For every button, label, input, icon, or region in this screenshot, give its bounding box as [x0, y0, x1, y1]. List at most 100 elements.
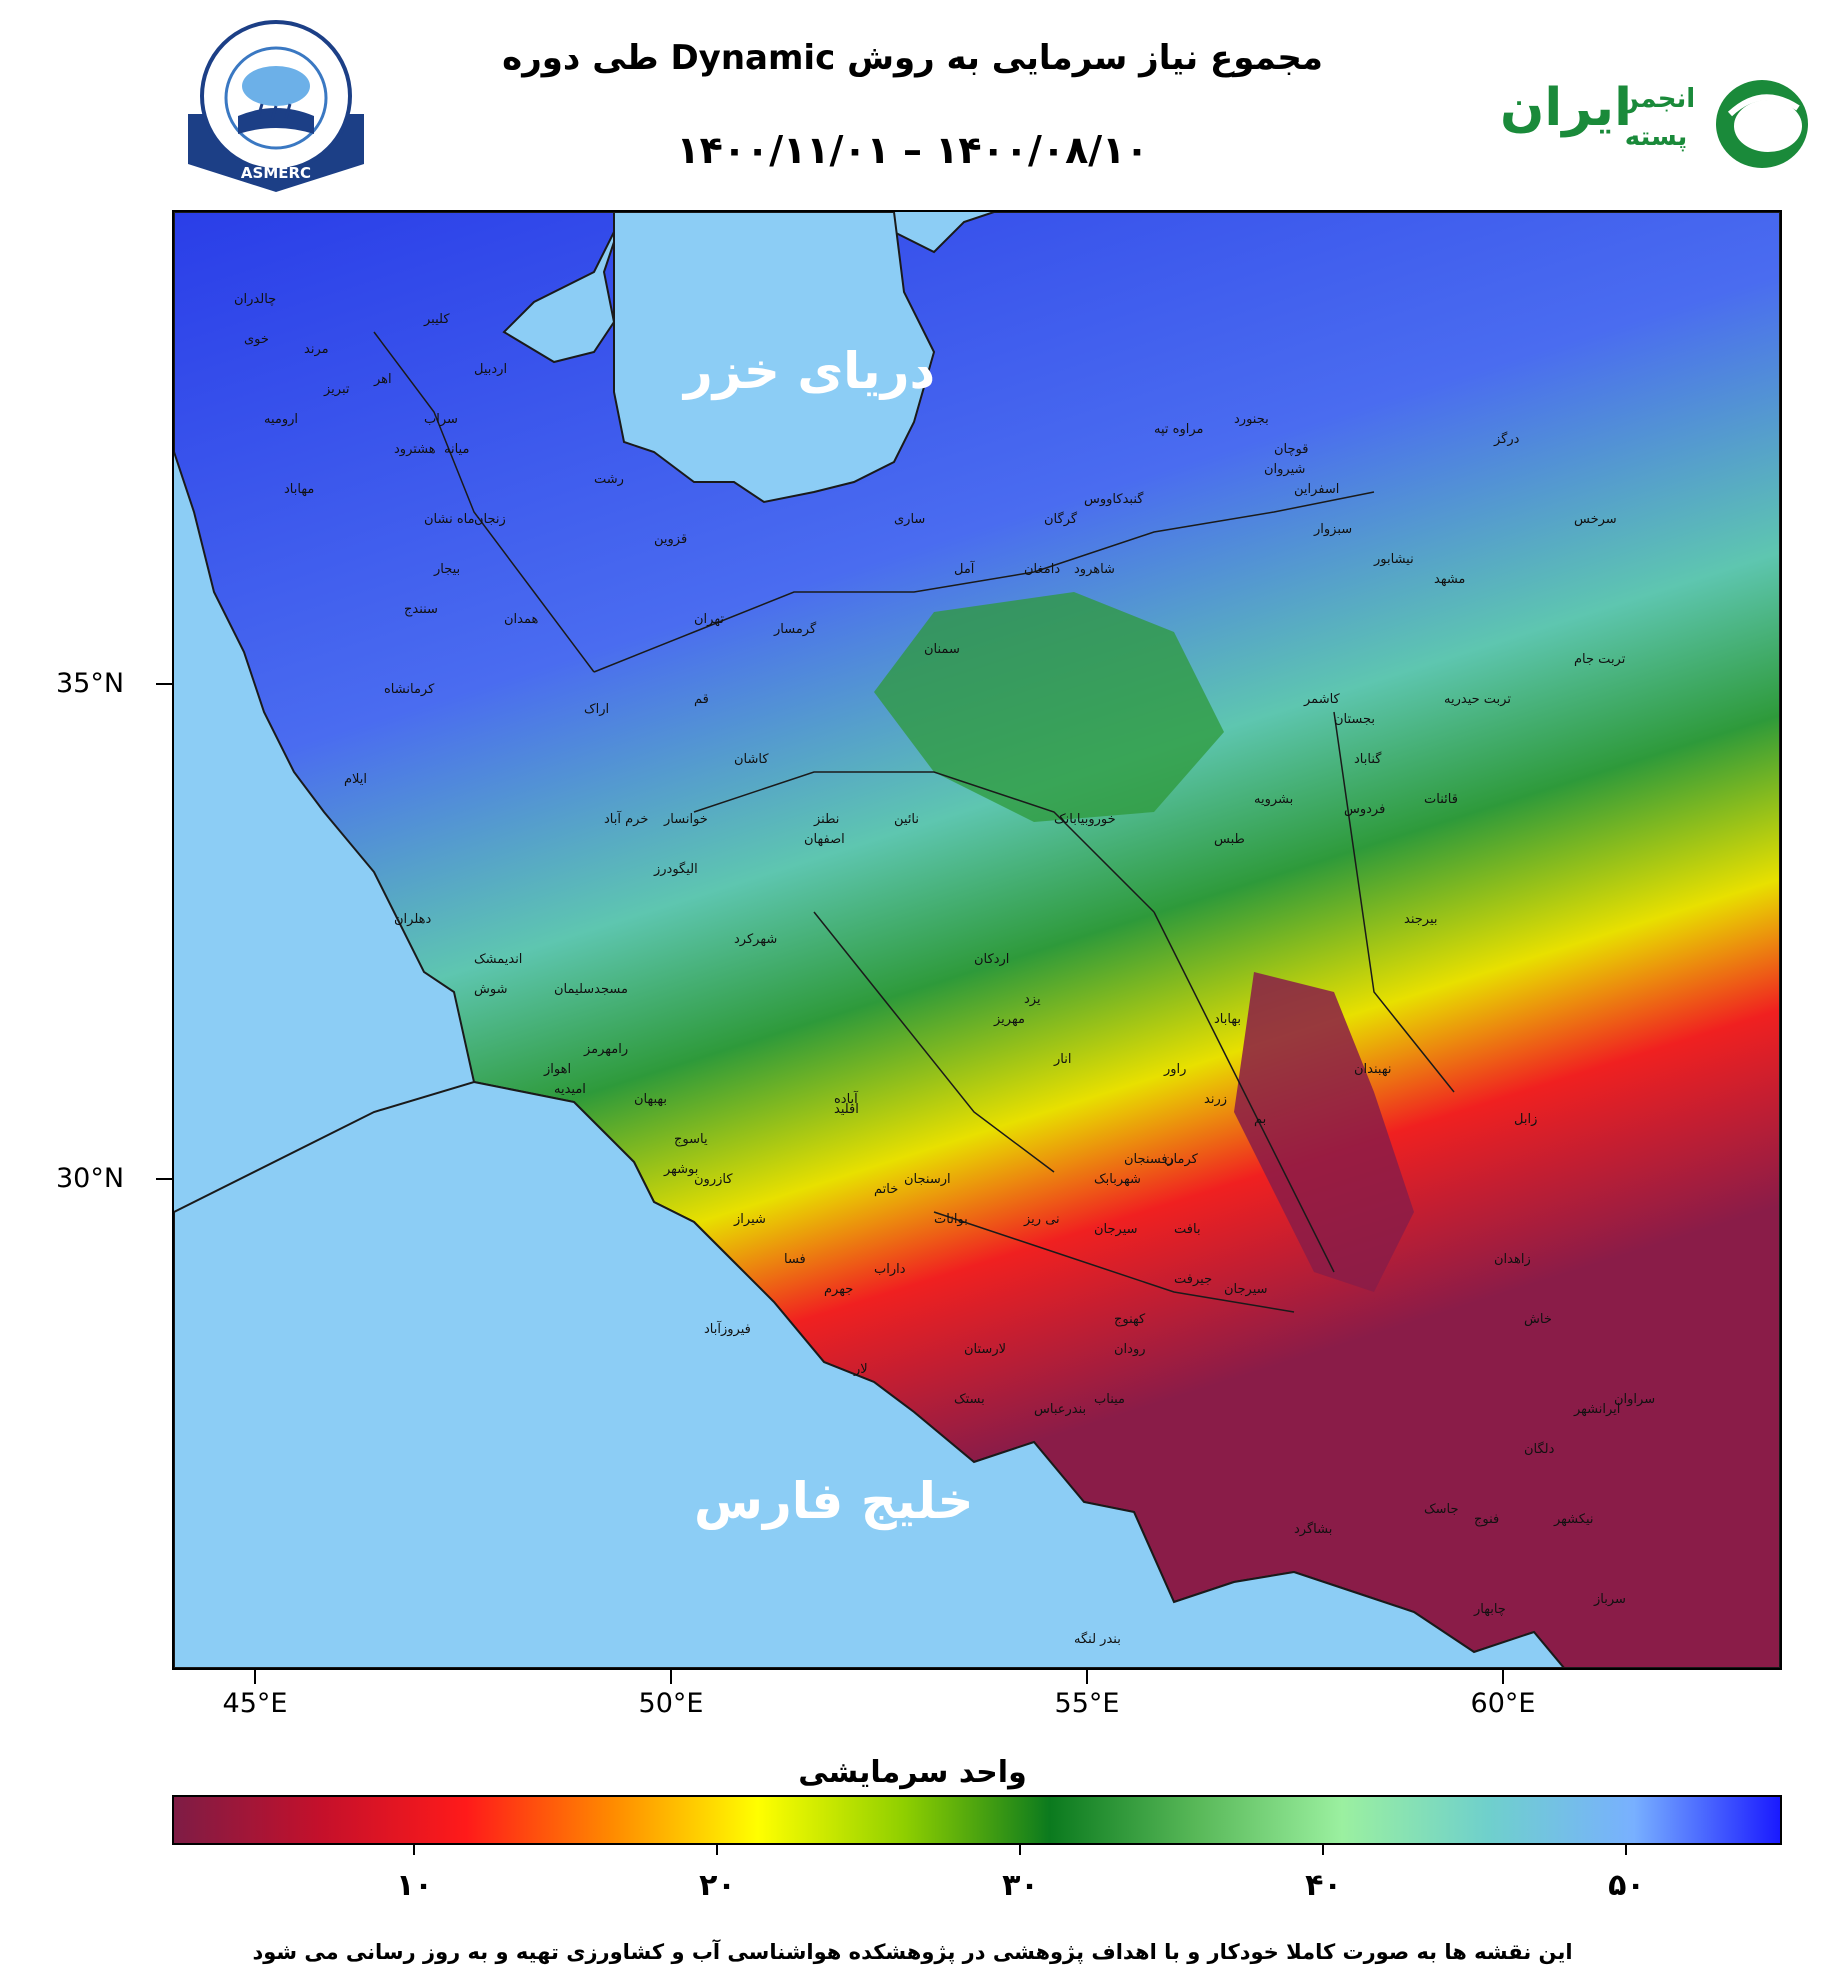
city-label: امیدیه: [554, 1082, 586, 1097]
city-label: اهر: [374, 372, 392, 387]
city-label: خوی: [244, 332, 269, 347]
city-label: شاهرود: [1074, 562, 1115, 577]
city-label: نیکشهر: [1554, 1512, 1594, 1527]
colorbar-tickmark: [716, 1843, 719, 1855]
colorbar-tick-label: ۲۰: [699, 1868, 736, 1903]
city-label: قم: [694, 692, 709, 707]
city-label: اردکان: [974, 952, 1010, 967]
city-label: بم: [1254, 1112, 1267, 1127]
city-label: کاشان: [734, 752, 769, 767]
city-label: مشهد: [1434, 572, 1466, 587]
city-label: زنجان: [474, 512, 506, 527]
pistachio-association-logo: ایران انجمن پسته: [1500, 70, 1820, 180]
city-label: خوانسار: [664, 812, 708, 827]
city-label: تبریز: [324, 382, 350, 397]
city-label: مرند: [304, 342, 329, 357]
city-label: بستک: [954, 1392, 985, 1407]
y-tick-35: 35°N: [56, 668, 125, 699]
city-label: ایلام: [344, 772, 368, 787]
city-label: خوروبیابانک: [1054, 812, 1116, 827]
city-label: بیرجند: [1404, 912, 1438, 927]
city-label: مراوه تپه: [1154, 422, 1204, 437]
caspian-sea: [613, 212, 936, 504]
city-label: قوچان: [1274, 442, 1309, 457]
city-label: گرگان: [1044, 512, 1078, 527]
city-label: لارستان: [964, 1342, 1007, 1357]
x-tick-60: 60°E: [1470, 1688, 1536, 1719]
city-label: رودان: [1114, 1342, 1146, 1357]
city-label: مهریز: [994, 1012, 1025, 1027]
city-label: بهبهان: [634, 1092, 668, 1107]
city-label: نائین: [894, 812, 920, 827]
city-label: کازرون: [694, 1172, 733, 1187]
city-label: بشاگرد: [1294, 1522, 1333, 1537]
colorbar-tick-label: ۴۰: [1305, 1868, 1342, 1903]
city-label: میانه: [444, 442, 470, 457]
city-label: کهنوج: [1114, 1312, 1146, 1327]
city-label: اندیمشک: [474, 952, 523, 967]
city-label: جهرم: [824, 1282, 854, 1297]
city-label: نیشابور: [1374, 552, 1414, 567]
city-label: شیروان: [1264, 462, 1306, 477]
city-label: بندرعباس: [1034, 1402, 1087, 1417]
x-tick-45: 45°E: [222, 1688, 288, 1719]
logo-line2: پسته: [1624, 122, 1688, 152]
y-tickmark-30: [156, 1178, 172, 1180]
city-label: رامهرمز: [584, 1042, 629, 1057]
city-label: تهران: [694, 612, 724, 627]
city-label: نطنز: [814, 812, 840, 827]
city-label: مهاباد: [284, 482, 315, 497]
city-label: اسفراین: [1294, 482, 1340, 497]
city-label: بافت: [1174, 1222, 1201, 1237]
colorbar-tickmark: [1322, 1843, 1325, 1855]
city-label: دلگان: [1524, 1442, 1555, 1457]
city-label: الیگودرز: [654, 862, 698, 877]
caspian-sea-label: دریای خزر: [684, 342, 936, 400]
x-tickmark-60: [1502, 1668, 1504, 1684]
city-label: رفسنجان: [1124, 1152, 1174, 1167]
asmerc-caption: ASMERC: [240, 164, 312, 182]
city-label: سیرجان: [1224, 1282, 1268, 1297]
city-label: یاسوج: [674, 1132, 708, 1147]
city-label: خاش: [1524, 1312, 1552, 1327]
footer-note: این نقشه ها به صورت کاملا خودکار و با اه…: [252, 1940, 1573, 1964]
city-label: فردوس: [1344, 802, 1386, 817]
city-label: ارسنجان: [904, 1172, 951, 1187]
city-label: هشترود: [394, 442, 436, 457]
city-label: انار: [1054, 1052, 1072, 1067]
colorbar-tick-label: ۱۰: [396, 1868, 433, 1903]
persian-gulf-label: خلیج فارس: [694, 1472, 974, 1530]
city-label: اصفهان: [804, 832, 845, 847]
legend-title: واحد سرمایشی: [798, 1755, 1027, 1790]
city-label: اراک: [584, 702, 610, 717]
city-label: جاسک: [1424, 1502, 1459, 1517]
city-label: کرمان: [1164, 1152, 1198, 1167]
city-label: نهبندان: [1354, 1062, 1392, 1077]
city-label: اقلید: [834, 1102, 859, 1117]
x-tick-55: 55°E: [1054, 1688, 1120, 1719]
colorbar-tickmark: [413, 1843, 416, 1855]
city-label: سرخس: [1574, 512, 1617, 527]
city-label: بشرویه: [1254, 792, 1294, 807]
city-label: میناب: [1094, 1392, 1126, 1407]
city-label: درگز: [1494, 432, 1520, 447]
city-label: همدان: [504, 612, 539, 627]
city-label: زابل: [1514, 1112, 1538, 1127]
city-label: کلیبر: [424, 312, 450, 327]
city-label: آمل: [954, 562, 975, 577]
city-label: کرمانشاه: [384, 682, 435, 697]
city-label: بجستان: [1334, 712, 1376, 727]
city-label: بندر لنگه: [1074, 1632, 1121, 1647]
colorbar-tick-label: ۳۰: [1002, 1868, 1039, 1903]
x-tickmark-45: [254, 1668, 256, 1684]
city-label: شوش: [474, 982, 508, 997]
city-label: یزد: [1024, 992, 1041, 1007]
colorbar-tickmark: [1625, 1843, 1628, 1855]
city-label: شهرکرد: [734, 932, 778, 947]
city-label: سراب: [424, 412, 458, 427]
city-label: تربت جام: [1574, 652, 1626, 667]
city-label: بوشهر: [664, 1162, 699, 1177]
persian-gulf: [174, 1080, 1566, 1668]
city-label: سمنان: [924, 642, 960, 657]
central-plateau: [874, 592, 1224, 822]
